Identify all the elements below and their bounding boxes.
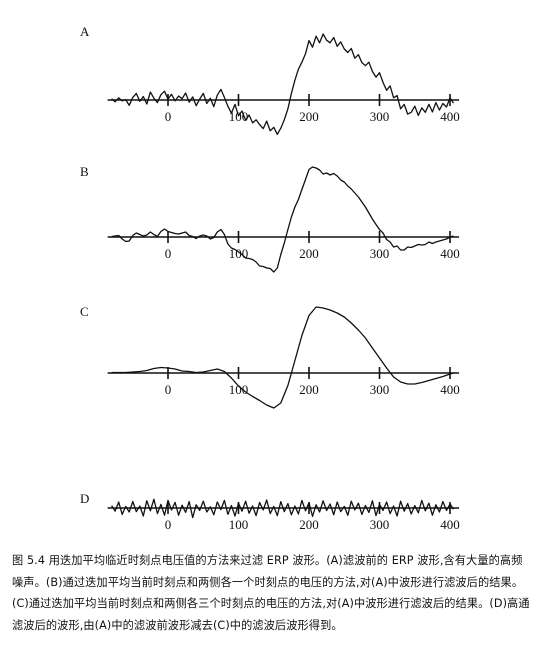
panel-c-waveform (111, 306, 454, 409)
panel-d: D 0 100 200 300 400 (80, 491, 460, 532)
panel-d-tick-label-300: 300 (370, 517, 390, 532)
panel-b-waveform (111, 166, 454, 273)
panel-c: C 0 100 200 300 400 (80, 304, 460, 409)
erp-figure: A 0 100 200 300 400 B 0 100 200 300 400 C 0 100 200 300 4… (80, 24, 460, 532)
panel-a-tick-label-300: 300 (370, 109, 390, 124)
panel-d-tick-label-0: 0 (165, 517, 172, 532)
panel-d-tick-label-100: 100 (229, 517, 249, 532)
panel-c-tick-label-300: 300 (370, 382, 390, 397)
panel-d-tick-label-400: 400 (440, 517, 460, 532)
panel-d-label: D (80, 491, 89, 506)
panel-c-tick-label-400: 400 (440, 382, 460, 397)
figure-caption: 图 5.4 用迭加平均临近时刻点电压值的方法来过滤 ERP 波形。(A)滤波前的… (12, 554, 530, 632)
panel-b-tick-label-400: 400 (440, 246, 460, 261)
panel-a-label: A (80, 24, 90, 39)
panel-c-tick-label-0: 0 (165, 382, 172, 397)
panel-a-waveform (111, 33, 455, 135)
panel-b-tick-label-200: 200 (299, 246, 319, 261)
panel-c-tick-label-200: 200 (299, 382, 319, 397)
panel-b-label: B (80, 164, 89, 179)
panel-b-tick-label-0: 0 (165, 246, 172, 261)
panel-a-tick-label-0: 0 (165, 109, 172, 124)
panel-b-tick-label-100: 100 (229, 246, 249, 261)
panel-b: B 0 100 200 300 400 (80, 164, 460, 273)
panel-c-label: C (80, 304, 89, 319)
panel-a: A0 100 200 300 400 (80, 24, 460, 135)
panel-d-waveform (111, 498, 455, 519)
panel-c-tick-label-100: 100 (229, 382, 249, 397)
panel-a-tick-label-400: 400 (440, 109, 460, 124)
panel-a-tick-label-200: 200 (299, 109, 319, 124)
panel-b-tick-label-300: 300 (370, 246, 390, 261)
panel-d-tick-label-200: 200 (299, 517, 319, 532)
